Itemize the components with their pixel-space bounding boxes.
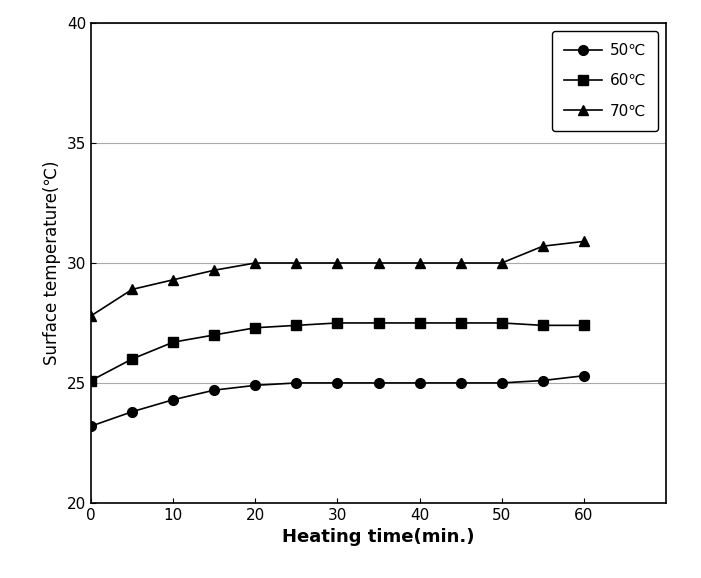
- Line: 60℃: 60℃: [86, 318, 589, 386]
- 60℃: [538, 322, 547, 329]
- 60℃: [292, 322, 301, 329]
- 50℃: [292, 379, 301, 386]
- 60℃: [210, 332, 219, 339]
- 50℃: [374, 379, 383, 386]
- 50℃: [580, 372, 588, 379]
- 50℃: [538, 377, 547, 384]
- 70℃: [169, 276, 177, 283]
- 60℃: [251, 324, 259, 331]
- 70℃: [251, 260, 259, 266]
- 70℃: [374, 260, 383, 266]
- 70℃: [210, 266, 219, 273]
- 60℃: [416, 320, 424, 327]
- 70℃: [333, 260, 341, 266]
- 50℃: [498, 379, 506, 386]
- Y-axis label: Surface temperature(℃): Surface temperature(℃): [43, 161, 62, 365]
- Legend: 50℃, 60℃, 70℃: 50℃, 60℃, 70℃: [552, 31, 658, 131]
- 50℃: [416, 379, 424, 386]
- 50℃: [210, 387, 219, 394]
- 60℃: [333, 320, 341, 327]
- 70℃: [580, 238, 588, 245]
- 50℃: [128, 408, 137, 415]
- 50℃: [333, 379, 341, 386]
- 60℃: [498, 320, 506, 327]
- 60℃: [580, 322, 588, 329]
- Line: 50℃: 50℃: [86, 371, 589, 431]
- 70℃: [87, 312, 95, 319]
- 50℃: [251, 382, 259, 389]
- 60℃: [169, 339, 177, 346]
- 70℃: [498, 260, 506, 266]
- Line: 70℃: 70℃: [86, 236, 589, 321]
- 60℃: [128, 355, 137, 362]
- 60℃: [87, 377, 95, 384]
- X-axis label: Heating time(min.): Heating time(min.): [283, 528, 475, 546]
- 60℃: [456, 320, 465, 327]
- 70℃: [292, 260, 301, 266]
- 70℃: [456, 260, 465, 266]
- 70℃: [538, 243, 547, 250]
- 60℃: [374, 320, 383, 327]
- 70℃: [416, 260, 424, 266]
- 50℃: [169, 397, 177, 403]
- 50℃: [456, 379, 465, 386]
- 70℃: [128, 286, 137, 293]
- 50℃: [87, 423, 95, 429]
